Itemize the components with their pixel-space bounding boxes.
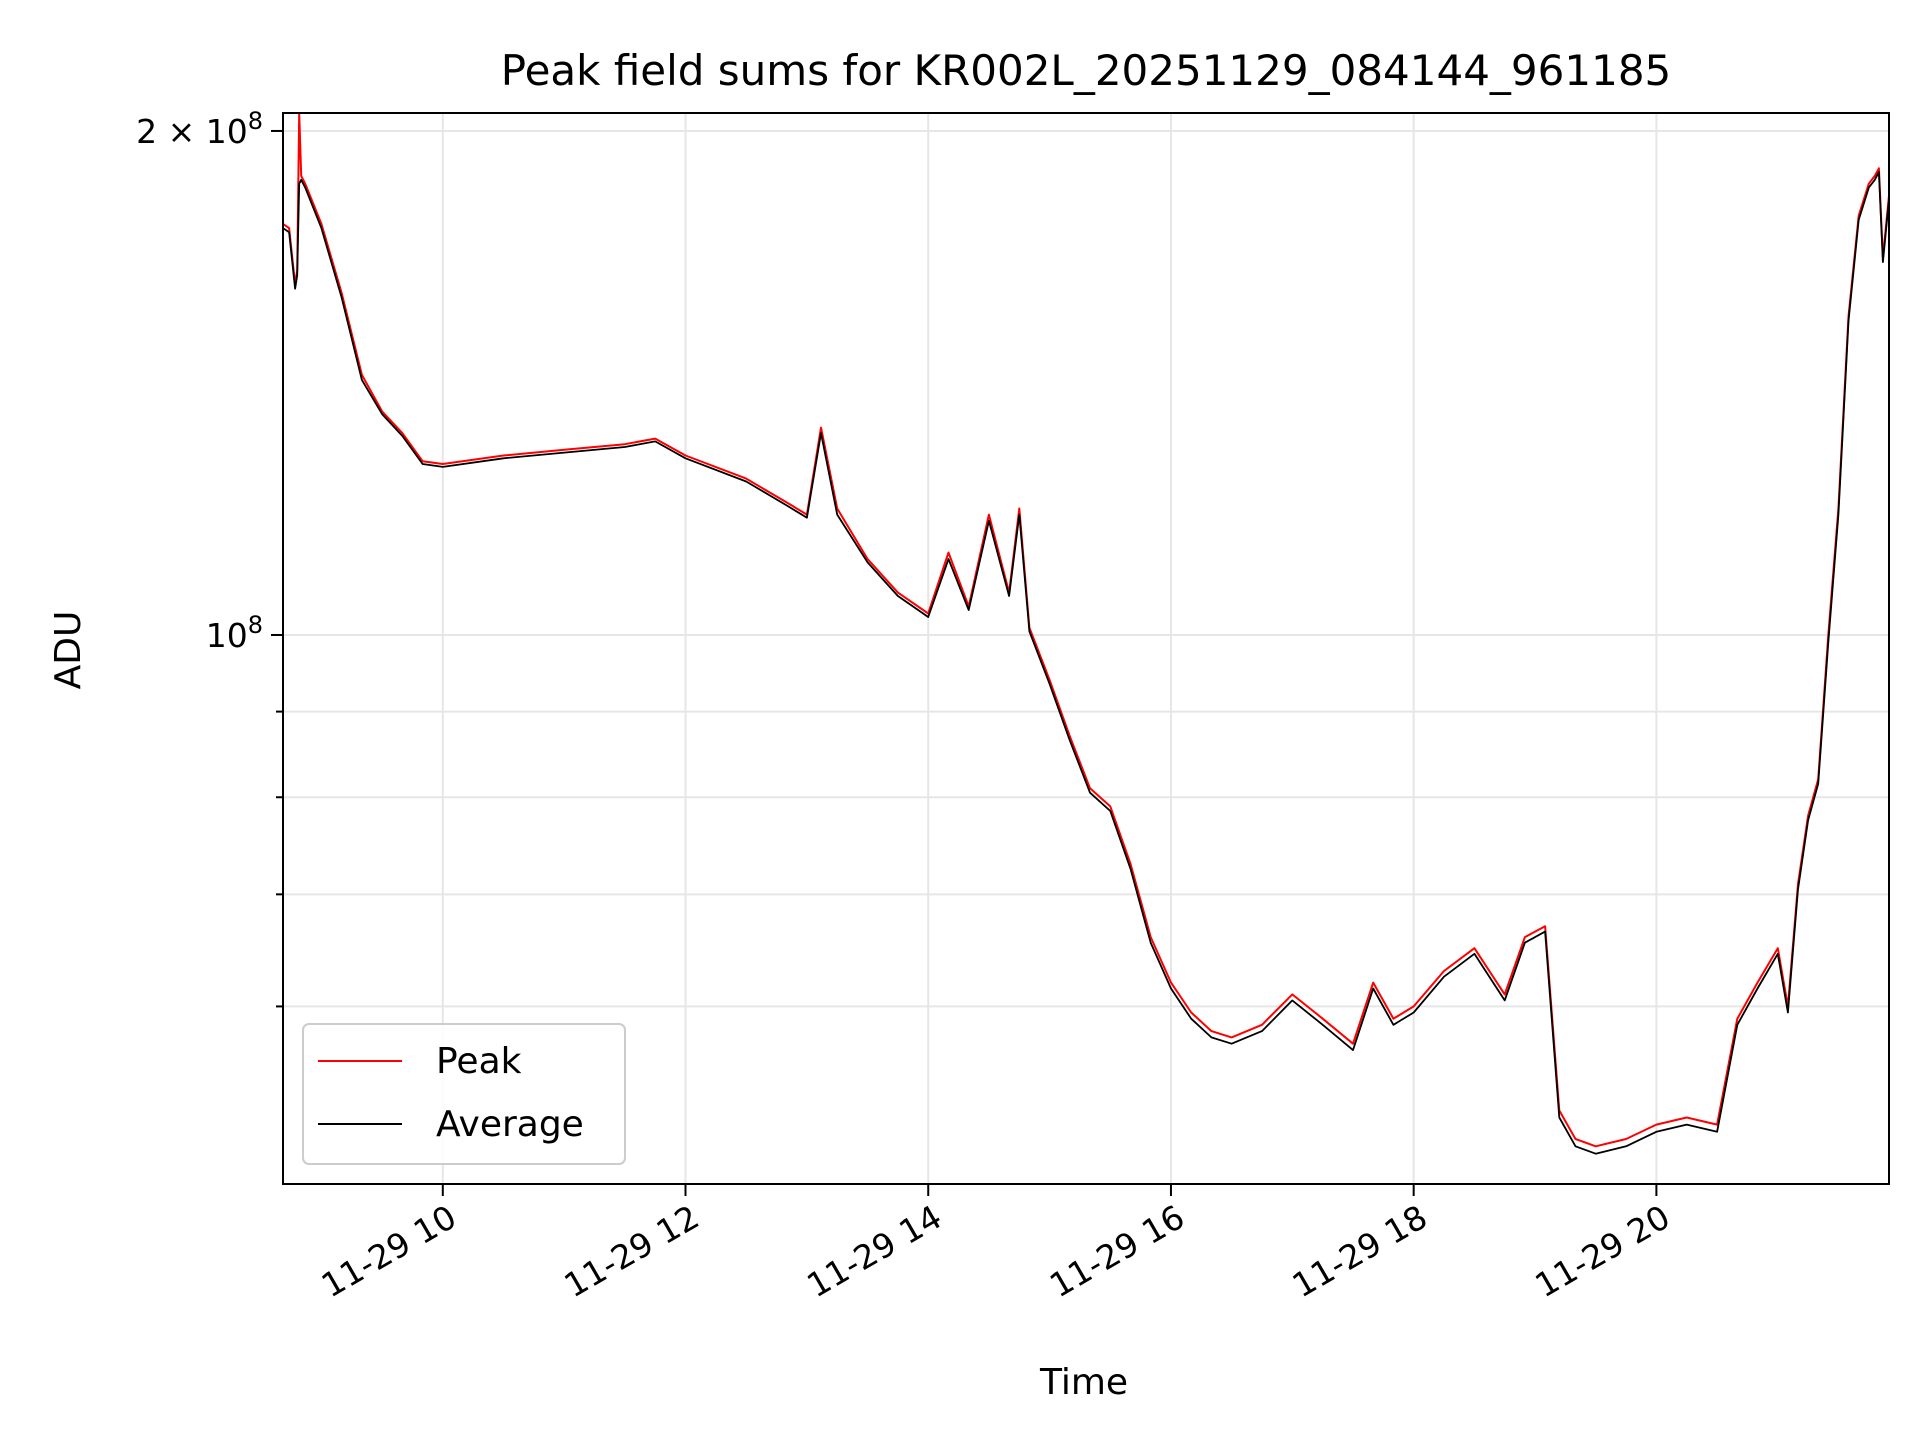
y-axis-label: ADU bbox=[48, 611, 89, 690]
series-line-peak bbox=[283, 113, 1889, 1148]
grid-lines bbox=[283, 113, 1889, 1184]
x-axis-label: Time bbox=[1039, 1362, 1128, 1403]
series-line-average bbox=[283, 171, 1889, 1155]
legend: Peak Average bbox=[302, 1023, 626, 1165]
legend-box bbox=[302, 1023, 626, 1165]
legend-label-peak: Peak bbox=[436, 1041, 522, 1082]
plot-series bbox=[283, 113, 1889, 1155]
legend-label-average: Average bbox=[436, 1104, 584, 1145]
chart-title: Peak field sums for KR002L_20251129_0841… bbox=[501, 46, 1672, 95]
y-tick-label-1: 108 bbox=[206, 611, 263, 655]
y-tick-label-0: 2 × 108 bbox=[136, 107, 263, 151]
axes-frame bbox=[282, 112, 1890, 1185]
